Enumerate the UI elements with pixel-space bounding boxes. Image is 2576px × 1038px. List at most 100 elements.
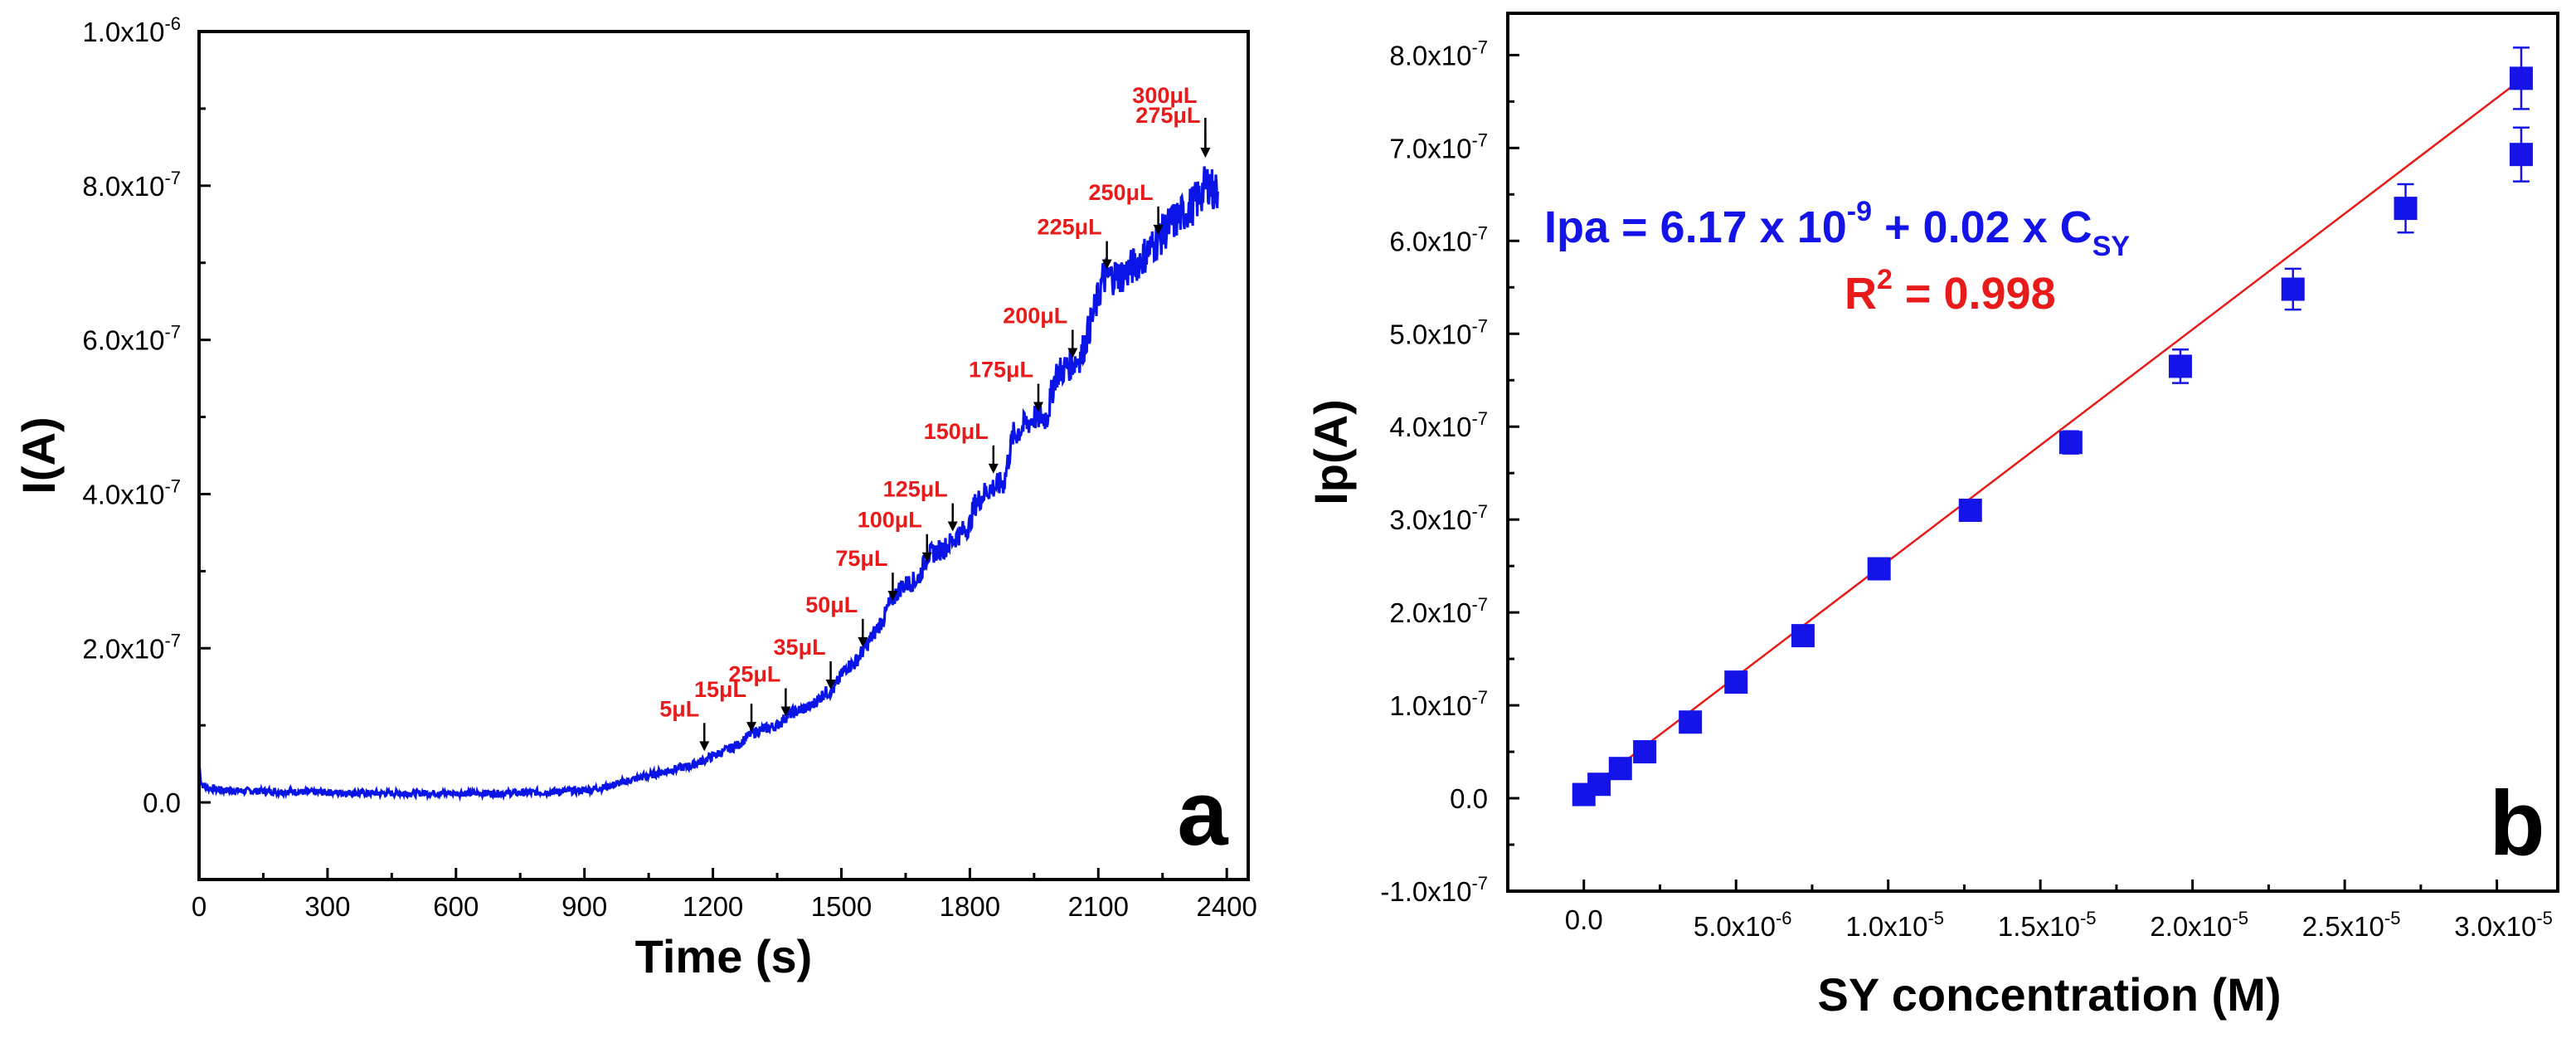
- panel-b-y-tick-label: 5.0x10-7: [1389, 315, 1488, 349]
- panel-a-arrow-head: [1200, 147, 1211, 158]
- panel-a-ticks: 0 300 600 900 1200 1500 1800 2100 24000.02.0x10-…: [82, 13, 1257, 922]
- panel-a-letter: a: [1177, 763, 1228, 865]
- panel-a-addition-label: 75μL: [835, 546, 887, 571]
- panel-b-y-tick-label-mantissa: 0.0: [1450, 783, 1488, 814]
- panel-b-x-tick-label-mantissa: 1.0x10: [1845, 911, 1927, 942]
- panel-a-addition-label: 300μL: [1132, 83, 1197, 108]
- panel-b-x-tick-label-mantissa: 5.0x10: [1694, 911, 1776, 942]
- panel-a-y-tick-label-exponent: -7: [164, 168, 181, 188]
- panel-b-x-tick-label-exponent: -5: [2232, 908, 2248, 928]
- panel-a-arrow-head: [858, 636, 868, 647]
- panel-a-y-tick-label: 2.0x10-7: [82, 630, 181, 664]
- panel-a-x-tick-label: 300: [304, 891, 350, 922]
- panel-a-addition-label: 150μL: [924, 419, 989, 444]
- panel-b-y-tick-label-exponent: -7: [1471, 594, 1488, 615]
- panel-b-ticks: 0.0 5.0x10-6 1.0x10-5 1.5x10-5 2.0x10-5 2.5x1…: [1380, 37, 2553, 942]
- panel-b-y-tick-label-mantissa: 4.0x10: [1389, 412, 1471, 442]
- panel-a-x-tick-label: 0: [192, 891, 207, 922]
- panel-a-arrow-head: [699, 741, 710, 752]
- panel-b-y-tick-label-exponent: -7: [1471, 129, 1488, 150]
- panel-b-y-axis-label: Ip(A): [1305, 399, 1357, 505]
- panel-b-data-point: [2394, 197, 2418, 221]
- panel-a-arrow-head: [887, 591, 898, 602]
- panel-a-x-tick-label: 900: [561, 891, 607, 922]
- panel-b-x-tick-label-exponent: -5: [1927, 908, 1944, 928]
- panel-a-y-tick-label: 6.0x10-7: [82, 322, 181, 356]
- panel-a-y-tick-label-exponent: -7: [164, 475, 181, 496]
- panel-b-frame: [1506, 12, 2559, 893]
- panel-a-arrow-head: [947, 521, 958, 532]
- panel-a-addition-label: 100μL: [858, 508, 922, 533]
- r2-superscript: 2: [1877, 264, 1893, 295]
- panel-b-data-point: [2281, 277, 2305, 301]
- panel-a-x-tick-label: 2400: [1196, 891, 1256, 922]
- panel-b-data-point: [2058, 431, 2083, 455]
- panel-a-x-axis-label: Time (s): [635, 930, 813, 982]
- panel-b-data-point: [1679, 710, 1703, 734]
- panel-a-addition-label: 125μL: [883, 477, 948, 502]
- panel-a-arrow-head: [1067, 348, 1078, 358]
- regression-equation: Ipa = 6.17 x 10-9 + 0.02 x CSY: [1544, 196, 2130, 262]
- panel-a-data-marks: [197, 166, 1219, 802]
- panel-b-data-point: [1633, 740, 1657, 764]
- panel-a-arrow-head: [825, 680, 836, 690]
- panel-b-x-tick-label: 5.0x10-6: [1694, 908, 1792, 942]
- panel-a-addition-label: 275μL: [1135, 103, 1200, 128]
- panel-a-addition-label: 250μL: [1089, 180, 1154, 205]
- panel-b-y-tick-label: 1.0x10-7: [1389, 687, 1488, 721]
- panel-a-arrow-head: [988, 463, 999, 474]
- panel-b-y-tick-label: 3.0x10-7: [1389, 501, 1488, 535]
- panel-b: 0.0 5.0x10-6 1.0x10-5 1.5x10-5 2.0x10-5 2.5x1…: [1305, 12, 2559, 1021]
- panel-b-y-tick-label: 6.0x10-7: [1389, 222, 1488, 256]
- r2-value: = 0.998: [1893, 269, 2056, 319]
- panel-a-x-tick-label: 2100: [1068, 891, 1129, 922]
- panel-b-y-tick-label-mantissa: 1.0x10: [1389, 690, 1471, 721]
- panel-b-y-tick-label: 8.0x10-7: [1389, 37, 1488, 71]
- panel-a-arrow-head: [921, 552, 932, 563]
- panel-b-data-marks: [1572, 46, 2533, 807]
- panel-a-x-tick-label: 1500: [811, 891, 872, 922]
- panel-b-x-tick-label-mantissa: 3.0x10: [2454, 911, 2536, 942]
- panel-a-y-tick-label: 1.0x10-6: [82, 13, 181, 47]
- panel-a-arrow-head: [1153, 224, 1164, 235]
- panel-a-arrow-head: [746, 722, 757, 733]
- panel-b-data-point: [1587, 772, 1611, 797]
- panel-b-data-point: [2509, 66, 2533, 90]
- panel-a-arrow-head: [780, 706, 791, 717]
- panel-b-data-point: [1608, 757, 1632, 781]
- panel-a-addition-label: 50μL: [805, 592, 858, 617]
- panel-a-frame: [197, 30, 1250, 881]
- panel-a-addition-label: 175μL: [969, 358, 1033, 383]
- equation-main: Ipa = 6.17 x 10: [1544, 202, 1847, 252]
- panel-a-y-axis-label: I(A): [12, 417, 65, 494]
- panel-b-x-tick-label: 0.0: [1565, 904, 1603, 935]
- panel-a-x-tick-label: 600: [433, 891, 479, 922]
- panel-b-y-tick-label: 2.0x10-7: [1389, 594, 1488, 628]
- panel-b-y-tick-label-mantissa: 5.0x10: [1389, 319, 1471, 349]
- panel-b-data-point: [1791, 624, 1815, 648]
- panel-a-addition-label: 25μL: [728, 662, 780, 687]
- panel-b-x-tick-label-exponent: -5: [2384, 908, 2401, 928]
- panel-a-y-tick-label-mantissa: 8.0x10: [82, 171, 164, 202]
- panel-b-data-point: [2509, 143, 2533, 167]
- panel-a-y-tick-label-exponent: -7: [164, 322, 181, 343]
- panel-b-x-tick-label-mantissa: 2.0x10: [2150, 911, 2232, 942]
- panel-b-x-tick-label-mantissa: 1.5x10: [1998, 911, 2080, 942]
- panel-a-y-tick-label-mantissa: 6.0x10: [82, 325, 164, 356]
- panel-a-x-tick-label: 1200: [683, 891, 743, 922]
- panel-a-addition-label: 35μL: [774, 635, 826, 660]
- panel-a-addition-label: 200μL: [1003, 304, 1067, 329]
- panel-b-y-tick-label: -1.0x10-7: [1380, 873, 1488, 907]
- equation-middle: + 0.02 x C: [1872, 202, 2092, 252]
- panel-b-x-axis-label: SY concentration (M): [1817, 968, 2281, 1021]
- panel-b-y-tick-label: 7.0x10-7: [1389, 129, 1488, 163]
- panel-b-x-tick-label: 2.5x10-5: [2302, 908, 2401, 942]
- panel-b-y-tick-label-exponent: -7: [1471, 315, 1488, 336]
- panel-a-arrow-head: [1101, 259, 1112, 270]
- r2-prefix: R: [1845, 269, 1877, 319]
- panel-a: 0 300 600 900 1200 1500 1800 2100 24000.02.0x10-…: [12, 13, 1257, 982]
- panel-b-data-point: [2168, 354, 2192, 378]
- panel-b-y-tick-label-exponent: -7: [1471, 501, 1488, 522]
